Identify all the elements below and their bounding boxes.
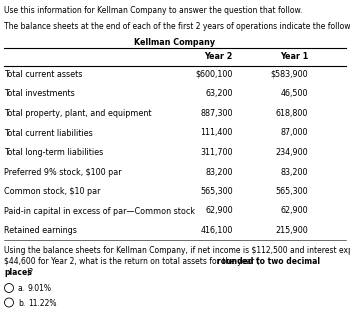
Text: rounded to two decimal: rounded to two decimal — [217, 257, 320, 266]
Text: The balance sheets at the end of each of the first 2 years of operations indicat: The balance sheets at the end of each of… — [4, 22, 350, 31]
Text: Total investments: Total investments — [4, 90, 75, 99]
Text: Year 1: Year 1 — [280, 52, 308, 61]
Text: 215,900: 215,900 — [275, 226, 308, 235]
Text: 62,900: 62,900 — [205, 206, 233, 215]
Text: 234,900: 234,900 — [275, 148, 308, 157]
Text: 416,100: 416,100 — [200, 226, 233, 235]
Text: 87,000: 87,000 — [280, 129, 308, 138]
Text: a.: a. — [18, 284, 25, 293]
Text: )?: )? — [26, 268, 33, 277]
Text: $600,100: $600,100 — [195, 70, 233, 79]
Text: Total current assets: Total current assets — [4, 70, 82, 79]
Text: Use this information for Kellman Company to answer the question that follow.: Use this information for Kellman Company… — [4, 6, 302, 15]
Text: Kellman Company: Kellman Company — [134, 38, 216, 47]
Text: 46,500: 46,500 — [280, 90, 308, 99]
Text: 83,200: 83,200 — [205, 167, 233, 176]
Text: 63,200: 63,200 — [205, 90, 233, 99]
Text: 565,300: 565,300 — [275, 187, 308, 196]
Text: 62,900: 62,900 — [280, 206, 308, 215]
Text: 565,300: 565,300 — [200, 187, 233, 196]
Text: places: places — [4, 268, 32, 277]
Text: 83,200: 83,200 — [280, 167, 308, 176]
Text: 618,800: 618,800 — [276, 109, 308, 118]
Text: 11.22%: 11.22% — [28, 298, 56, 307]
Text: $583,900: $583,900 — [270, 70, 308, 79]
Text: Total property, plant, and equipment: Total property, plant, and equipment — [4, 109, 152, 118]
Text: 111,400: 111,400 — [200, 129, 233, 138]
Text: Retained earnings: Retained earnings — [4, 226, 77, 235]
Text: 9.01%: 9.01% — [28, 284, 52, 293]
Text: $44,600 for Year 2, what is the return on total assets for the year (: $44,600 for Year 2, what is the return o… — [4, 257, 260, 266]
Text: Using the balance sheets for Kellman Company, if net income is $112,500 and inte: Using the balance sheets for Kellman Com… — [4, 246, 350, 255]
Text: 311,700: 311,700 — [200, 148, 233, 157]
Text: Preferred 9% stock, $100 par: Preferred 9% stock, $100 par — [4, 167, 122, 176]
Text: 887,300: 887,300 — [200, 109, 233, 118]
Text: Total long-term liabilities: Total long-term liabilities — [4, 148, 103, 157]
Text: b.: b. — [18, 298, 25, 307]
Text: Paid-in capital in excess of par—Common stock: Paid-in capital in excess of par—Common … — [4, 206, 195, 215]
Text: Total current liabilities: Total current liabilities — [4, 129, 93, 138]
Text: Common stock, $10 par: Common stock, $10 par — [4, 187, 100, 196]
Text: Year 2: Year 2 — [204, 52, 233, 61]
